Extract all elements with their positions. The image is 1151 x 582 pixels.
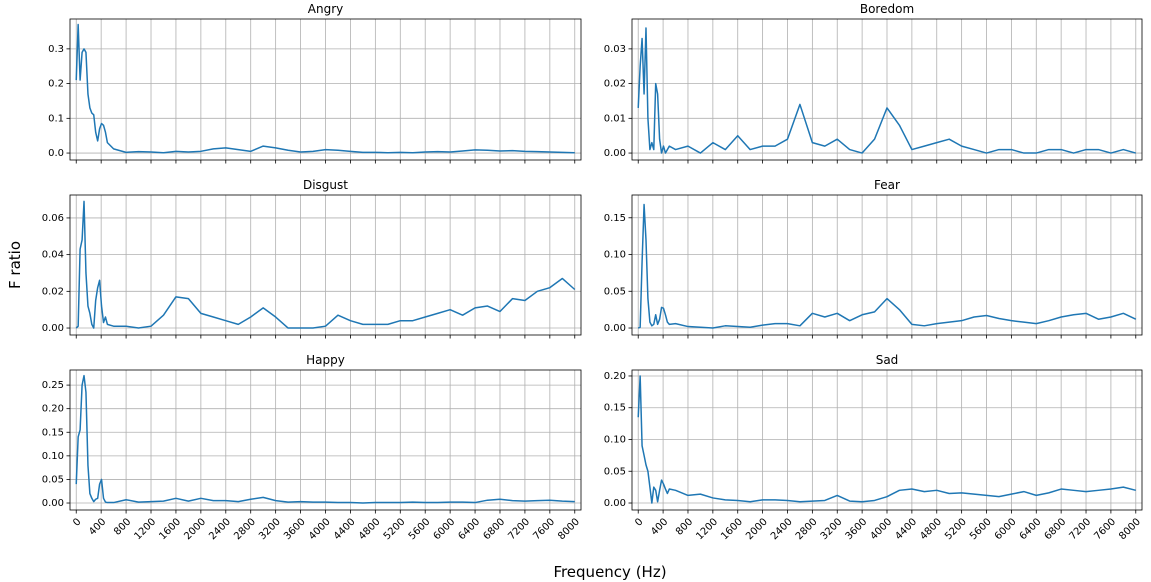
x-tick-label: 7200	[506, 516, 532, 542]
line	[637, 203, 1137, 329]
x-tick-label: 0	[633, 516, 645, 528]
y-tick-label: 0.20	[42, 404, 64, 415]
y-tick-label: 0.20	[604, 371, 626, 382]
x-tick-label: 5200	[943, 516, 969, 542]
y-tick-label: 0.00	[604, 323, 626, 334]
subplot: Angry 0.0 0.1 0.2 0.3	[48, 2, 582, 164]
y-tick-label: 0.1	[48, 113, 64, 124]
y-tick-label: 0.15	[604, 213, 626, 224]
x-axis-label: Frequency (Hz)	[553, 563, 666, 581]
x-tick-label: 7200	[1067, 516, 1093, 542]
axes-frame	[69, 18, 582, 161]
axes-frame	[631, 18, 1143, 161]
y-axis-label: F ratio	[6, 241, 24, 289]
y-tick-label: 0.00	[604, 498, 626, 509]
line	[637, 27, 1136, 154]
x-tick-label: 3200	[257, 516, 283, 542]
subplot-title: Happy	[306, 353, 345, 367]
x-tick-label: 2000	[182, 516, 208, 542]
x-tick-label: 3600	[282, 516, 308, 542]
x-tick-label: 4400	[332, 516, 358, 542]
x-tick-label: 6400	[1018, 516, 1044, 542]
axes-frame	[69, 369, 582, 511]
x-tick-label: 1600	[719, 516, 745, 542]
y-tick-label: 0.03	[604, 44, 626, 55]
y-tick-label: 0.04	[42, 250, 64, 261]
x-tick-label: 6000	[432, 516, 458, 542]
y-tick-label: 0.00	[604, 148, 626, 159]
y-tick-label: 0.10	[604, 250, 626, 261]
subplot-title: Disgust	[303, 178, 348, 192]
y-tick-label: 0.05	[42, 474, 64, 485]
x-tick-label: 4000	[868, 516, 894, 542]
x-tick-label: 7600	[531, 516, 557, 542]
subplot: Boredom 0.00 0.01 0.02 0.03	[604, 2, 1143, 164]
y-tick-label: 0.05	[604, 286, 626, 297]
y-tick-label: 0.0	[48, 148, 64, 159]
x-tick-label: 3600	[844, 516, 870, 542]
x-tick-label: 6800	[1043, 516, 1069, 542]
x-tick-label: 6000	[993, 516, 1019, 542]
y-tick-label: 0.2	[48, 79, 64, 90]
y-tick-label: 0.3	[48, 44, 64, 55]
y-tick-label: 0.15	[604, 403, 626, 414]
x-tick-label: 2400	[769, 516, 795, 542]
x-tick-label: 6400	[457, 516, 483, 542]
x-tick-label: 1600	[157, 516, 183, 542]
y-tick-label: 0.00	[42, 498, 64, 509]
x-tick-label: 1200	[132, 516, 158, 542]
y-tick-label: 0.02	[604, 79, 626, 90]
axes-frame	[69, 194, 582, 336]
x-tick-label: 5600	[968, 516, 994, 542]
y-tick-label: 0.06	[42, 213, 64, 224]
subplot-title: Angry	[308, 2, 343, 16]
x-tick-label: 0	[71, 516, 83, 528]
x-tick-label: 8000	[556, 516, 582, 542]
x-tick-label: 3200	[819, 516, 845, 542]
x-tick-label: 1200	[694, 516, 720, 542]
y-tick-label: 0.10	[604, 434, 626, 445]
y-tick-label: 0.02	[42, 286, 64, 297]
line	[75, 374, 575, 504]
subplot-title: Sad	[876, 353, 899, 367]
x-tick-label: 2800	[232, 516, 258, 542]
y-tick-label: 0.10	[42, 451, 64, 462]
x-tick-label: 2000	[744, 516, 770, 542]
y-tick-label: 0.01	[604, 113, 626, 124]
subplot: Disgust 0.00 0.02 0.04 0.06	[42, 178, 582, 339]
y-tick-label: 0.00	[42, 323, 64, 334]
x-tick-label: 8000	[1117, 516, 1143, 542]
x-tick-label: 4800	[357, 516, 383, 542]
line	[75, 23, 575, 154]
x-tick-label: 4000	[307, 516, 333, 542]
line	[637, 375, 1136, 504]
line	[75, 200, 576, 329]
x-tick-label: 400	[649, 516, 670, 537]
x-tick-label: 7600	[1092, 516, 1118, 542]
x-tick-label: 2400	[207, 516, 233, 542]
x-tick-label: 4400	[893, 516, 919, 542]
y-tick-label: 0.15	[42, 427, 64, 438]
y-tick-label: 0.25	[42, 380, 64, 391]
subplot-title: Fear	[874, 178, 900, 192]
axes-frame	[631, 369, 1143, 511]
x-tick-label: 5200	[382, 516, 408, 542]
x-tick-label: 400	[87, 516, 108, 537]
subplot: Sad 0 400 800 1200 1600 2000 2400 2800 3200 3600 40…	[604, 353, 1143, 542]
y-tick-label: 0.05	[604, 466, 626, 477]
x-tick-label: 6800	[481, 516, 507, 542]
x-tick-label: 5600	[407, 516, 433, 542]
x-tick-label: 800	[112, 516, 133, 537]
x-tick-label: 800	[674, 516, 695, 537]
subplot: Happy 0 400 800 1200 1600 2000 2400 2800 3200 3600…	[42, 353, 582, 542]
axes-frame	[631, 194, 1143, 336]
x-tick-label: 4800	[918, 516, 944, 542]
x-tick-label: 2800	[794, 516, 820, 542]
subplot-title: Boredom	[860, 2, 914, 16]
subplot: Fear 0.00 0.05 0.10 0.15	[604, 178, 1143, 339]
